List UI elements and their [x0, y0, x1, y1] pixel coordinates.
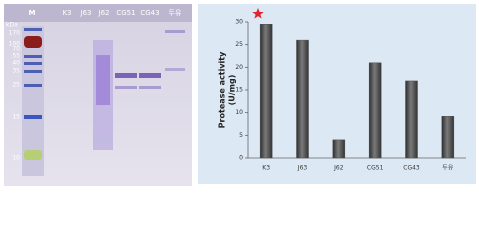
- bar: [259, 24, 273, 159]
- bar: [332, 139, 346, 159]
- marker-band: [24, 115, 42, 119]
- gel-header: [4, 4, 192, 22]
- marker-label: 100: [9, 41, 21, 48]
- band: [115, 86, 137, 89]
- band: [139, 86, 161, 89]
- page: {"gel": {"marker_unit": "kDa", "lane_lab…: [4, 4, 476, 186]
- band: [165, 68, 185, 71]
- band: [165, 30, 185, 33]
- marker-label: 40: [12, 60, 20, 67]
- y-tick-label: 10: [235, 109, 243, 116]
- marker-band: [24, 70, 42, 73]
- y-axis-label: (U/mg): [228, 75, 237, 106]
- smear: [96, 55, 110, 105]
- marker-band: [24, 62, 42, 65]
- marker-label: 170: [9, 30, 21, 37]
- marker-unit: kDa: [6, 22, 18, 29]
- x-tick-label: CG51: [367, 165, 384, 172]
- y-tick-label: 25: [235, 41, 243, 48]
- marker-label: 10: [12, 155, 20, 162]
- y-tick-label: 5: [239, 132, 243, 139]
- lane-label: 두유: [169, 9, 182, 17]
- x-tick-label: K3: [262, 165, 270, 172]
- marker-band: [24, 150, 42, 160]
- bar: [405, 80, 418, 159]
- figure: M K3 J63 J62 CG51 CG43 두유kDa170100705540352515…: [4, 4, 476, 186]
- lane-label: J63: [80, 9, 92, 17]
- marker-label: 35: [12, 68, 20, 75]
- y-tick-label: 0: [239, 155, 243, 162]
- gel-image: [4, 4, 192, 186]
- star-marker: [252, 8, 264, 19]
- marker-band: [24, 55, 42, 58]
- y-tick-label: 30: [235, 19, 243, 26]
- band: [139, 73, 161, 78]
- x-tick-label: J63: [297, 165, 308, 172]
- marker-label: 70: [12, 46, 20, 53]
- bar: [368, 62, 382, 159]
- x-tick-label: 두유: [442, 165, 454, 172]
- bar: [441, 116, 455, 159]
- bar: [296, 39, 309, 159]
- y-tick-label: 20: [235, 64, 243, 71]
- x-tick-label: CG43: [403, 165, 420, 172]
- marker-label: 25: [12, 82, 20, 89]
- band: [115, 73, 137, 78]
- marker-label: 15: [12, 114, 20, 121]
- marker-band: [24, 36, 42, 48]
- lane-label: K3: [62, 9, 71, 17]
- y-axis-label: Protease activity: [218, 51, 227, 128]
- lane-label: J62: [98, 9, 110, 17]
- lane-label: CG51: [116, 9, 135, 17]
- marker-label: 55: [12, 53, 20, 60]
- marker-band: [24, 84, 42, 87]
- x-tick-label: J62: [333, 165, 344, 172]
- lane-label: M: [29, 9, 36, 17]
- lane-label: CG43: [140, 9, 159, 17]
- marker-band: [24, 28, 42, 31]
- y-tick-label: 15: [235, 87, 243, 94]
